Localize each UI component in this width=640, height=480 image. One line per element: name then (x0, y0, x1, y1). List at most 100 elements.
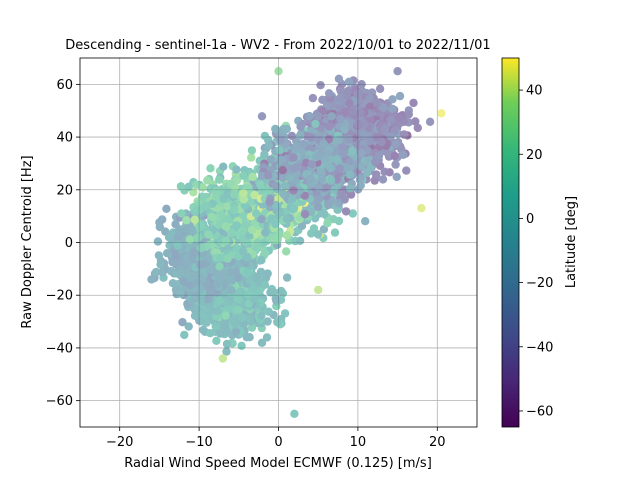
scatter-point (291, 141, 301, 151)
scatter-point (371, 157, 380, 167)
scatter-point (247, 153, 256, 162)
scatter-point (339, 149, 348, 158)
scatter-point (147, 275, 156, 284)
scatter-point (260, 150, 269, 159)
scatter-point (318, 95, 327, 105)
scatter-point (247, 146, 257, 155)
scatter-point (235, 288, 244, 298)
scatter-point (378, 175, 388, 184)
scatter-point (354, 119, 363, 129)
scatter-point (282, 247, 291, 256)
scatter-point (372, 170, 381, 179)
scatter-point (211, 322, 220, 331)
plot-frame (79, 57, 478, 428)
scatter-point (357, 148, 366, 158)
scatter-point (324, 200, 333, 210)
scatter-point (234, 295, 243, 304)
scatter-point (282, 214, 291, 223)
scatter-point (392, 172, 401, 182)
y-axis-label: Raw Doppler Centroid [Hz] (20, 155, 35, 328)
x-tick-label: 10 (350, 435, 367, 450)
scatter-point (237, 341, 246, 350)
scatter-point (285, 174, 295, 183)
scatter-point (245, 276, 254, 286)
scatter-point (365, 94, 374, 103)
scatter-point (402, 166, 411, 175)
scatter-point (265, 197, 274, 207)
scatter-point (300, 191, 309, 200)
scatter-point (348, 209, 357, 218)
scatter-point (314, 152, 323, 161)
scatter-point (186, 281, 195, 290)
scatter-point (231, 327, 241, 336)
scatter-point (335, 93, 345, 103)
scatter-point (162, 249, 172, 258)
scatter-point (264, 141, 274, 150)
scatter-point (231, 320, 240, 329)
scatter-point (314, 230, 323, 239)
scatter-point (239, 188, 248, 198)
scatter-point (391, 139, 400, 149)
y-tick-label: 20 (56, 183, 73, 198)
scatter-point (257, 256, 266, 265)
scatter-point (323, 219, 332, 228)
scatter-point (346, 190, 356, 199)
scatter-point (176, 289, 185, 298)
scatter-point (271, 181, 281, 190)
colorbar (501, 57, 520, 428)
scatter-point (297, 221, 307, 230)
scatter-point (306, 174, 315, 183)
scatter-point (307, 160, 317, 169)
scatter-point (273, 317, 282, 327)
scatter-point (404, 110, 413, 119)
scatter-point (308, 93, 318, 103)
scatter-point (218, 354, 228, 363)
scatter-point (244, 290, 253, 299)
scatter-point (261, 228, 270, 237)
scatter-point (323, 148, 332, 158)
x-axis-label: Radial Wind Speed Model ECMWF (0.125) [m… (124, 456, 432, 471)
scatter-point (388, 104, 397, 114)
scatter-point (337, 142, 347, 151)
scatter-point (216, 210, 226, 220)
scatter-point (218, 268, 228, 278)
scatter-point (278, 166, 287, 175)
scatter-point (164, 233, 174, 242)
scatter-point (238, 313, 247, 322)
scatter-point (317, 173, 327, 183)
scatter-point (202, 318, 211, 327)
scatter-point (313, 202, 323, 212)
scatter-point (189, 188, 198, 197)
scatter-point (176, 268, 185, 278)
x-tick-label: 0 (274, 435, 282, 450)
scatter-point (239, 195, 249, 204)
scatter-point (196, 260, 205, 269)
scatter-point (155, 222, 164, 232)
scatter-point (330, 228, 340, 237)
scatter-point (229, 190, 239, 199)
scatter-point (336, 114, 345, 124)
scatter-point (154, 251, 164, 260)
scatter-point (290, 409, 299, 418)
scatter-point (260, 280, 270, 289)
scatter-point (425, 117, 435, 127)
scatter-point (156, 260, 165, 269)
scatter-point (356, 181, 365, 190)
y-tick-label: −60 (46, 394, 73, 409)
scatter-point (222, 347, 231, 356)
scatter-point (263, 317, 272, 326)
scatter-point (232, 221, 241, 230)
scatter-point (399, 130, 409, 139)
scatter-point (345, 170, 354, 179)
scatter-points (147, 67, 446, 418)
scatter-point (276, 135, 285, 144)
scatter-point (341, 107, 350, 117)
scatter-point (206, 265, 215, 274)
scatter-point (307, 229, 316, 238)
scatter-point (243, 252, 252, 262)
scatter-point (212, 336, 221, 345)
colorbar-ticks: −60 −40 −20 0 20 40 (519, 84, 553, 419)
colorbar-tick-label: −20 (526, 276, 553, 291)
colorbar-tick-label: −60 (526, 404, 553, 419)
